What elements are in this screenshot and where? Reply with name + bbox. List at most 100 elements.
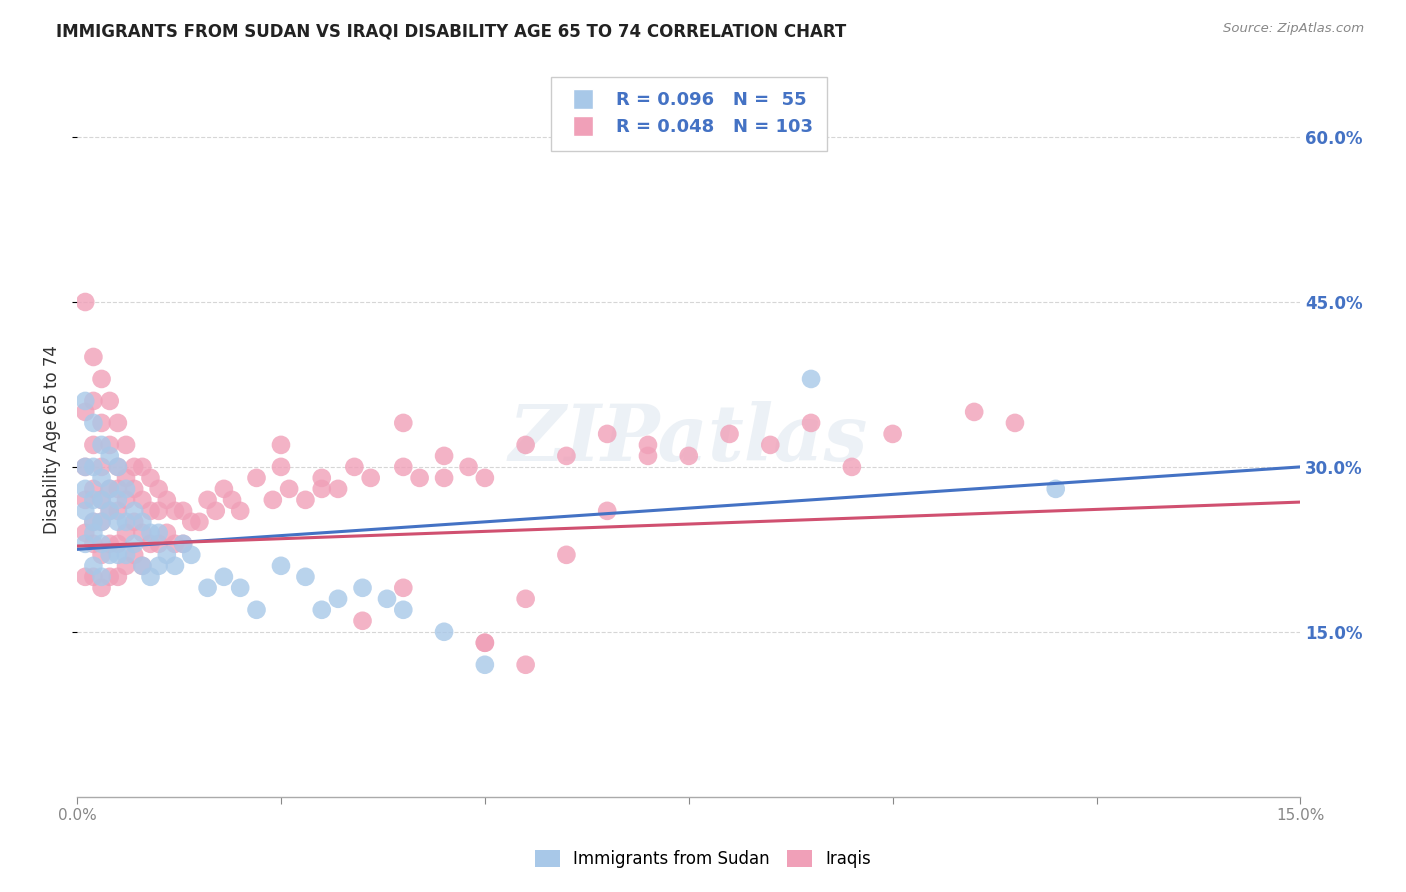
Point [107,459,129,474]
Point [759,438,782,452]
Point [343,459,366,474]
Point [75,504,97,518]
Point [270,438,292,452]
Point [75,459,97,474]
Point [375,591,398,606]
Point [800,416,823,430]
Point [131,558,153,573]
Point [433,449,456,463]
Point [245,471,267,485]
Point [392,459,415,474]
Point [107,459,129,474]
Point [311,482,333,496]
Point [107,537,129,551]
Point [163,558,186,573]
Point [457,459,479,474]
Point [82,416,104,430]
Point [221,492,243,507]
Point [82,492,104,507]
Point [139,537,162,551]
Point [555,449,578,463]
Point [75,393,97,408]
Point [596,504,619,518]
Point [229,504,252,518]
Point [718,426,741,441]
Point [392,603,415,617]
Point [474,657,496,672]
Point [172,504,194,518]
Point [90,492,112,507]
Point [82,515,104,529]
Point [515,591,537,606]
Point [515,438,537,452]
Point [115,492,138,507]
Point [82,350,104,364]
Point [294,570,316,584]
Point [75,482,97,496]
Point [180,548,202,562]
Point [90,570,112,584]
Point [75,492,97,507]
Point [75,537,97,551]
Text: IMMIGRANTS FROM SUDAN VS IRAQI DISABILITY AGE 65 TO 74 CORRELATION CHART: IMMIGRANTS FROM SUDAN VS IRAQI DISABILIT… [56,22,846,40]
Point [262,492,284,507]
Point [131,492,153,507]
Point [115,438,138,452]
Point [98,537,121,551]
Point [82,537,104,551]
Point [131,558,153,573]
Point [197,492,219,507]
Text: ZIPatlas: ZIPatlas [509,401,869,477]
Point [311,471,333,485]
Point [90,515,112,529]
Legend: R = 0.096   N =  55, R = 0.048   N = 103: R = 0.096 N = 55, R = 0.048 N = 103 [551,77,827,151]
Point [212,570,235,584]
Point [637,449,659,463]
Point [197,581,219,595]
Point [90,492,112,507]
Point [115,471,138,485]
Point [882,426,904,441]
Point [156,525,179,540]
Point [800,372,823,386]
Point [963,405,986,419]
Point [1004,416,1026,430]
Point [678,449,700,463]
Point [148,504,170,518]
Point [82,515,104,529]
Point [392,416,415,430]
Point [82,459,104,474]
Point [90,471,112,485]
Point [90,548,112,562]
Point [115,548,138,562]
Point [90,537,112,551]
Point [98,482,121,496]
Point [107,492,129,507]
Point [474,636,496,650]
Point [122,482,145,496]
Point [107,482,129,496]
Point [131,515,153,529]
Point [139,525,162,540]
Point [294,492,316,507]
Point [408,471,430,485]
Point [98,449,121,463]
Point [82,482,104,496]
Point [90,438,112,452]
Point [75,459,97,474]
Point [163,504,186,518]
Point [229,581,252,595]
Point [212,482,235,496]
Text: Source: ZipAtlas.com: Source: ZipAtlas.com [1223,22,1364,36]
Point [270,459,292,474]
Point [90,459,112,474]
Point [360,471,382,485]
Point [596,426,619,441]
Point [75,405,97,419]
Legend: Immigrants from Sudan, Iraqis: Immigrants from Sudan, Iraqis [529,843,877,875]
Point [98,504,121,518]
Point [98,482,121,496]
Point [82,393,104,408]
Point [122,515,145,529]
Point [326,482,349,496]
